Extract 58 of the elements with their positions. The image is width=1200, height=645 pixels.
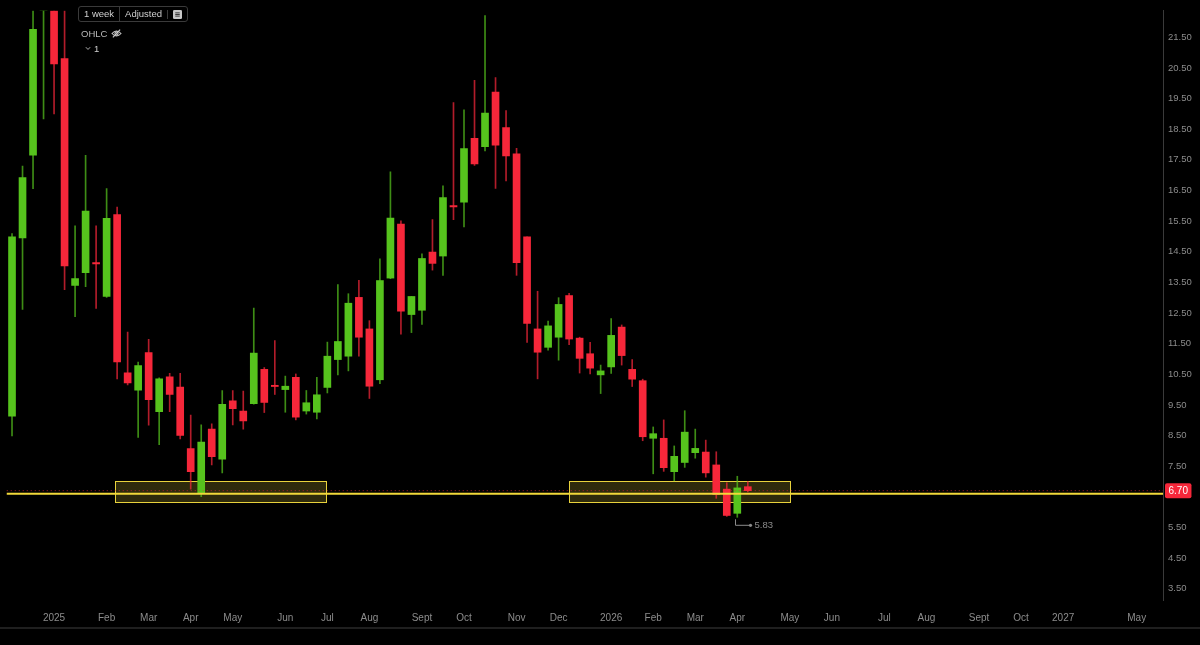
candlestick [281,375,290,413]
x-tick-label: Jul [320,611,334,623]
x-tick-label: May [780,611,800,623]
x-tick-label: Jul [878,611,891,623]
x-tick-label: Dec [549,611,568,623]
x-tick-label: Nov [507,611,526,623]
y-tick-label: 18.50 [1168,122,1192,134]
x-tick-label: Sept [968,611,990,623]
y-tick-label: 4.50 [1168,551,1187,563]
annotation: OHLC [81,28,108,39]
y-tick-label: 14.50 [1168,245,1192,257]
x-tick-label: Feb [644,611,663,623]
x-tick-label: Oct [456,611,472,623]
candlestick [691,428,700,459]
y-tick-label: 3.50 [1168,582,1187,594]
annotation: 5.83 [754,519,773,531]
x-tick-label: 2025 [42,611,66,623]
header-panel: 1 week Adjusted [78,6,189,22]
x-tick-label: Aug [360,611,379,623]
x-tick-label: Jun [823,611,840,623]
x-tick-label: Apr [182,611,200,623]
x-tick-label: Mar [686,611,705,623]
candlestick [649,426,658,475]
y-tick-label: 10.50 [1168,367,1192,379]
x-tick-label: Aug [917,611,936,623]
x-tick-label: Sept [411,611,433,623]
x-tick-label: May [223,611,243,623]
candlestick [71,225,79,318]
candlestick [334,284,342,376]
x-tick-label: Feb [98,611,116,623]
y-tick-label: 5.50 [1168,521,1187,533]
annotation: 1 week [83,7,116,21]
candlestick [481,15,489,152]
y-tick-label: 20.50 [1168,61,1192,73]
y-tick-label: 17.50 [1168,153,1192,165]
x-tick-label: Jun [277,611,294,623]
candlestick [270,340,279,395]
x-tick-label: 2027 [1052,611,1075,623]
annotation: Adjusted [119,7,168,21]
annotation: 1 [94,43,100,54]
x-tick-label: 2026 [600,611,623,623]
candlestick [92,225,100,309]
ref-line-label: 6.70 [1168,484,1189,496]
y-tick-label: 11.50 [1168,337,1192,349]
y-tick-label: 21.50 [1168,30,1192,42]
x-tick-label: Apr [729,611,746,623]
y-tick-label: 19.50 [1168,92,1192,104]
x-tick-label: Mar [140,611,158,623]
candlestick [228,390,237,426]
x-tick-label: May [1127,611,1147,623]
x-tick-label: Oct [1013,611,1030,623]
y-tick-label: 12.50 [1168,306,1192,318]
y-tick-label: 15.50 [1168,214,1192,226]
y-tick-label: 9.50 [1168,398,1187,410]
y-tick-label: 13.50 [1168,276,1192,287]
y-tick-label: 8.50 [1168,429,1187,441]
y-tick-label: 7.50 [1168,459,1187,471]
y-tick-label: 16.50 [1168,184,1192,196]
